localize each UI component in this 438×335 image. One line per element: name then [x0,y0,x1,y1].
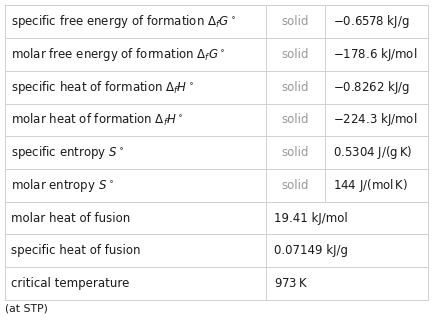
Text: specific free energy of formation $\Delta_f G^\circ$: specific free energy of formation $\Delt… [11,13,236,30]
Text: molar free energy of formation $\Delta_f G^\circ$: molar free energy of formation $\Delta_f… [11,46,225,63]
Text: solid: solid [281,179,308,192]
Text: 973$\,$K: 973$\,$K [273,277,307,290]
Text: $-$0.8262 kJ/g: $-$0.8262 kJ/g [332,79,409,96]
Text: (at STP): (at STP) [5,304,48,314]
Text: 0.5304 J/(g$\,$K): 0.5304 J/(g$\,$K) [332,144,411,161]
Text: 19.41 kJ/mol: 19.41 kJ/mol [273,212,347,224]
Text: solid: solid [281,146,308,159]
Text: solid: solid [281,81,308,94]
Text: specific heat of formation $\Delta_f H^\circ$: specific heat of formation $\Delta_f H^\… [11,79,194,96]
Text: specific entropy $S^\circ$: specific entropy $S^\circ$ [11,144,124,161]
Text: molar heat of formation $\Delta_f H^\circ$: molar heat of formation $\Delta_f H^\cir… [11,112,183,128]
Text: specific heat of fusion: specific heat of fusion [11,244,140,257]
Text: 144 J/(mol$\,$K): 144 J/(mol$\,$K) [332,177,407,194]
Text: $-$0.6578 kJ/g: $-$0.6578 kJ/g [332,13,408,30]
Text: 0.07149 kJ/g: 0.07149 kJ/g [273,244,347,257]
Text: molar entropy $S^\circ$: molar entropy $S^\circ$ [11,177,114,194]
Text: critical temperature: critical temperature [11,277,129,290]
Text: solid: solid [281,48,308,61]
Text: solid: solid [281,114,308,126]
Text: $-$224.3 kJ/mol: $-$224.3 kJ/mol [332,112,416,128]
Text: $-$178.6 kJ/mol: $-$178.6 kJ/mol [332,46,416,63]
Text: molar heat of fusion: molar heat of fusion [11,212,130,224]
Text: solid: solid [281,15,308,28]
